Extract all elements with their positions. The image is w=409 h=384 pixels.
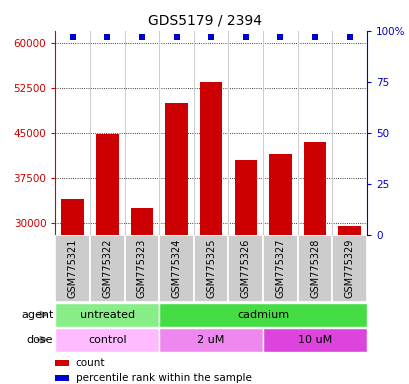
Text: GSM775327: GSM775327 (275, 239, 285, 298)
Bar (124, 235, 159, 302)
Bar (332, 235, 366, 302)
Bar (263, 328, 366, 352)
Bar (234, 160, 256, 384)
Text: untreated: untreated (79, 310, 135, 320)
Text: agent: agent (21, 310, 53, 320)
Bar (297, 235, 332, 302)
Text: 2 uM: 2 uM (197, 334, 224, 345)
Bar (263, 235, 297, 302)
Bar (55, 235, 90, 302)
Bar (61, 199, 84, 384)
Bar (193, 235, 228, 302)
Bar (200, 83, 222, 384)
Bar (337, 226, 360, 384)
Text: GSM775322: GSM775322 (102, 239, 112, 298)
Text: GSM775324: GSM775324 (171, 239, 181, 298)
Bar (159, 303, 366, 327)
Bar (55, 360, 69, 366)
Text: percentile rank within the sample: percentile rank within the sample (75, 373, 251, 383)
Text: GSM775329: GSM775329 (344, 239, 354, 298)
Bar (228, 235, 263, 302)
Bar (165, 103, 187, 384)
Text: control: control (88, 334, 126, 345)
Bar (55, 303, 159, 327)
Text: 10 uM: 10 uM (297, 334, 331, 345)
Bar (268, 154, 291, 384)
Text: count: count (75, 358, 105, 367)
Bar (96, 134, 118, 384)
Text: dose: dose (27, 334, 53, 345)
Bar (130, 208, 153, 384)
Text: GSM775321: GSM775321 (67, 239, 77, 298)
Text: GDS5179 / 2394: GDS5179 / 2394 (148, 13, 261, 27)
Bar (55, 375, 69, 381)
Text: GSM775326: GSM775326 (240, 239, 250, 298)
Bar (303, 142, 326, 384)
Bar (159, 235, 193, 302)
Text: GSM775325: GSM775325 (206, 239, 216, 298)
Text: cadmium: cadmium (236, 310, 288, 320)
Text: GSM775328: GSM775328 (309, 239, 319, 298)
Bar (159, 328, 263, 352)
Bar (90, 235, 124, 302)
Text: GSM775323: GSM775323 (137, 239, 146, 298)
Bar (55, 328, 159, 352)
